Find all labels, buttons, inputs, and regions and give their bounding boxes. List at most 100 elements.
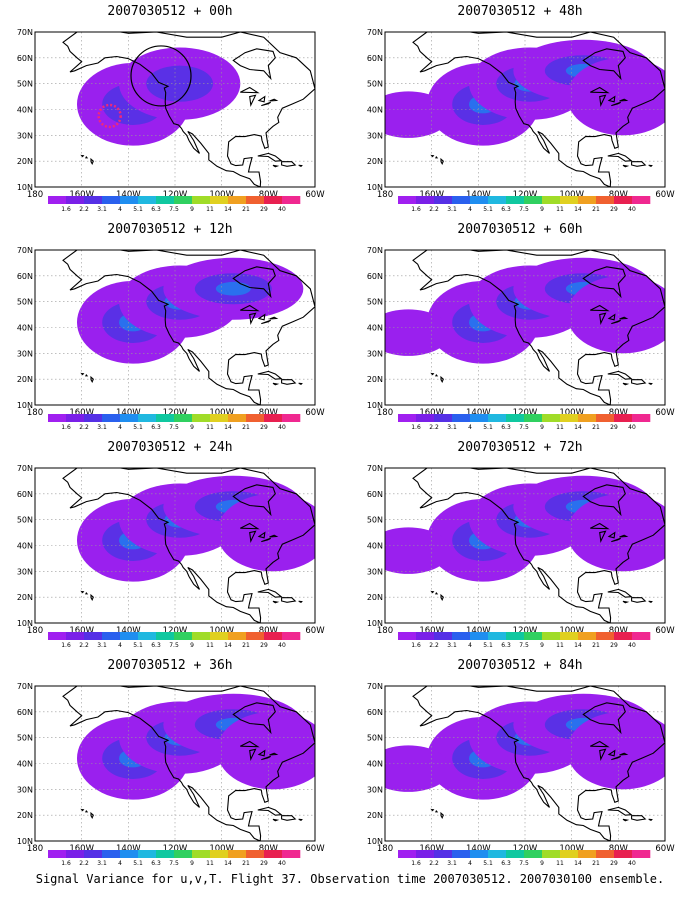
y-tick-label: 20N bbox=[17, 157, 33, 166]
x-tick-label: 80W bbox=[259, 408, 279, 418]
coastline bbox=[430, 590, 435, 594]
x-tick-label: 140W bbox=[116, 626, 141, 636]
colorbar-label: 11 bbox=[556, 206, 564, 213]
colorbar-label: 5.1 bbox=[483, 424, 493, 431]
colorbar-swatch bbox=[560, 850, 579, 858]
colorbar-label: 6.3 bbox=[151, 642, 161, 649]
colorbar-label: 14 bbox=[574, 424, 582, 431]
plot-frame bbox=[384, 249, 666, 406]
variance-region bbox=[385, 745, 451, 792]
colorbar-label: 4 bbox=[118, 860, 122, 867]
colorbar-swatch bbox=[596, 414, 615, 422]
colorbar-label: 7.5 bbox=[169, 206, 179, 213]
y-tick-label: 20N bbox=[17, 375, 33, 384]
y-tick-label: 20N bbox=[367, 811, 383, 820]
colorbar-label: 29 bbox=[610, 206, 618, 213]
x-tick-label: 140W bbox=[116, 844, 141, 854]
colorbar-label: 11 bbox=[206, 860, 214, 867]
plot-frame bbox=[34, 249, 316, 406]
coastline bbox=[622, 164, 630, 168]
x-tick-label: 180 bbox=[27, 408, 43, 418]
x-tick-label: 120W bbox=[163, 626, 188, 636]
colorbar-label: 14 bbox=[574, 860, 582, 867]
colorbar-swatch bbox=[506, 414, 525, 422]
colorbar-label: 3.1 bbox=[97, 860, 107, 867]
coastline bbox=[582, 48, 626, 81]
colorbar-label: 40 bbox=[278, 860, 286, 867]
y-tick-label: 40N bbox=[367, 760, 383, 769]
x-tick-label: 60W bbox=[305, 844, 325, 854]
colorbar-swatch bbox=[614, 632, 633, 640]
colorbar-swatch bbox=[120, 850, 139, 858]
coastline bbox=[590, 86, 610, 94]
x-tick-label: 160W bbox=[419, 408, 444, 418]
colorbar-label: 1.6 bbox=[411, 860, 421, 867]
colorbar-swatch bbox=[48, 196, 67, 204]
colorbar-swatch bbox=[210, 632, 229, 640]
x-tick-label: 120W bbox=[163, 408, 188, 418]
x-tick-label: 180 bbox=[377, 844, 393, 854]
map-panel: 2007030512 + 84h 10N 20N 30N 40N 50N 60N 70N 180… bbox=[350, 654, 690, 868]
coastline bbox=[619, 316, 629, 320]
colorbar-swatch bbox=[524, 196, 543, 204]
colorbar-label: 2.2 bbox=[429, 860, 439, 867]
x-tick-label: 100W bbox=[559, 626, 584, 636]
map-plot: 10N 20N 30N 40N 50N 60N 70N 180 160W 140W 120W 100W… bbox=[367, 682, 675, 867]
coastline bbox=[232, 266, 276, 299]
colorbar-swatch bbox=[632, 196, 651, 204]
coastline bbox=[298, 818, 303, 821]
y-tick-label: 60N bbox=[17, 490, 33, 499]
colorbar-swatch bbox=[174, 414, 193, 422]
x-tick-label: 60W bbox=[655, 626, 675, 636]
coastline bbox=[440, 593, 444, 602]
coastline bbox=[257, 806, 283, 816]
variance-region bbox=[215, 281, 251, 296]
colorbar-swatch bbox=[488, 850, 507, 858]
colorbar-swatch bbox=[102, 632, 121, 640]
colorbar-swatch bbox=[210, 196, 229, 204]
coastline bbox=[435, 374, 439, 377]
flight-track bbox=[97, 103, 122, 129]
x-tick-label: 80W bbox=[609, 190, 629, 200]
map-plot: 10N 20N 30N 40N 50N 60N 70N 180 160W 140W 120W 100W… bbox=[17, 682, 325, 867]
colorbar-swatch bbox=[138, 414, 157, 422]
x-tick-label: 80W bbox=[609, 626, 629, 636]
y-tick-label: 50N bbox=[17, 80, 33, 89]
colorbar-swatch bbox=[48, 850, 67, 858]
coastline bbox=[261, 537, 271, 543]
colorbar-label: 7.5 bbox=[169, 860, 179, 867]
y-tick-label: 40N bbox=[17, 324, 33, 333]
coastline bbox=[80, 154, 85, 158]
colorbar-label: 4 bbox=[118, 424, 122, 431]
colorbar-label: 6.3 bbox=[501, 860, 511, 867]
coastline bbox=[261, 101, 271, 107]
y-tick-label: 40N bbox=[17, 106, 33, 115]
coastline bbox=[648, 600, 653, 603]
map-plot: 10N 20N 30N 40N 50N 60N 70N 180 160W 140W 120W 100W… bbox=[17, 28, 325, 213]
colorbar-label: 5.1 bbox=[483, 206, 493, 213]
coastline bbox=[430, 154, 435, 158]
y-tick-label: 70N bbox=[367, 246, 383, 255]
colorbar-label: 9 bbox=[190, 206, 194, 213]
coastline bbox=[412, 32, 665, 187]
x-tick-label: 140W bbox=[116, 408, 141, 418]
y-tick-label: 50N bbox=[367, 734, 383, 743]
panel-title: 2007030512 + 00h bbox=[107, 4, 233, 19]
y-tick-label: 20N bbox=[367, 375, 383, 384]
colorbar-label: 21 bbox=[242, 206, 250, 213]
colorbar-swatch bbox=[282, 850, 301, 858]
y-tick-label: 60N bbox=[17, 54, 33, 63]
y-tick-label: 60N bbox=[367, 490, 383, 499]
colorbar-label: 40 bbox=[628, 206, 636, 213]
coastline bbox=[412, 468, 665, 623]
colorbar-label: 3.1 bbox=[447, 860, 457, 867]
map-panel: 2007030512 + 72h 10N 20N 30N 40N 50N 60N 70N 180… bbox=[350, 436, 690, 650]
y-tick-label: 10N bbox=[17, 183, 33, 192]
coastline bbox=[272, 600, 280, 604]
coastline bbox=[85, 156, 89, 159]
y-tick-label: 10N bbox=[367, 183, 383, 192]
colorbar-swatch bbox=[84, 196, 103, 204]
y-tick-label: 50N bbox=[367, 80, 383, 89]
colorbar-swatch bbox=[120, 632, 139, 640]
colorbar-label: 14 bbox=[224, 206, 232, 213]
